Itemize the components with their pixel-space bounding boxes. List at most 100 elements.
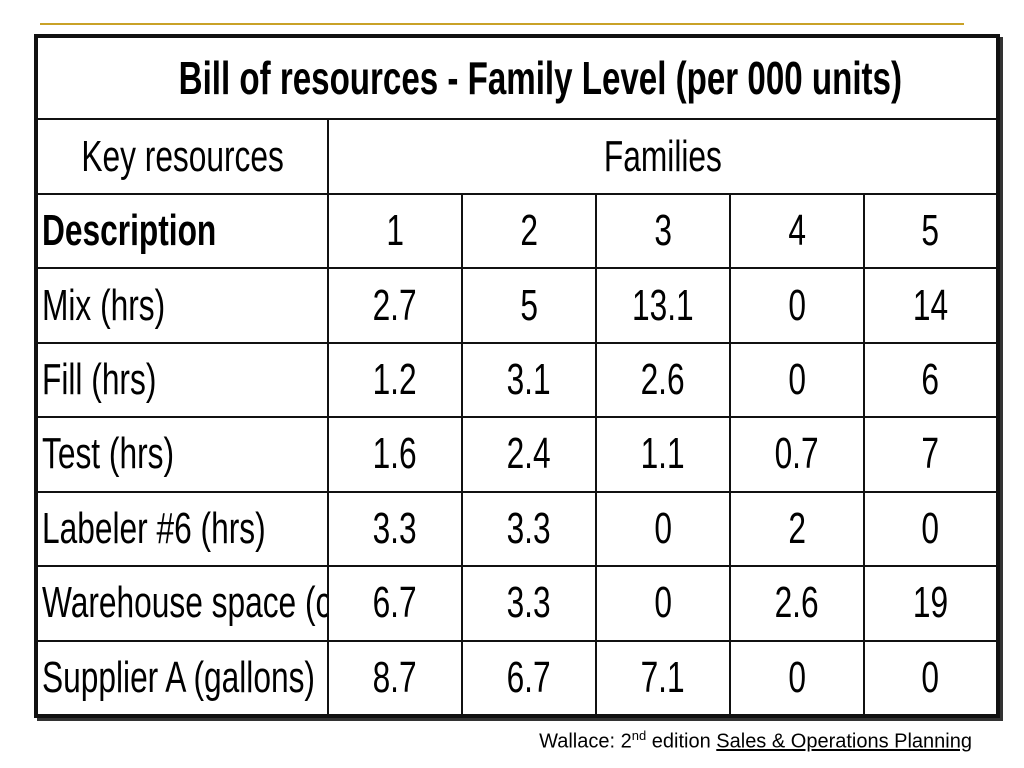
value-cell: 0 (595, 490, 731, 568)
value: 7 (921, 429, 940, 479)
value-cell: 7 (863, 416, 999, 493)
resource-name: Test (hrs) (42, 429, 175, 479)
value: 2.7 (372, 280, 418, 330)
resource-cell: Labeler #6 (hrs) (35, 490, 329, 568)
value: 6.7 (506, 652, 552, 702)
value-cell: 2 (729, 490, 865, 568)
value: 2.4 (506, 429, 552, 479)
value-cell: 19 (863, 565, 999, 642)
table-row: Supplier A (gallons) 8.7 6.7 7.1 0 0 (35, 639, 999, 718)
value-cell: 3.3 (327, 490, 463, 568)
table-row: Fill (hrs) 1.2 3.1 2.6 0 6 (35, 341, 999, 419)
value-cell: 0 (729, 341, 865, 419)
value: 2.6 (774, 578, 820, 628)
value: 19 (912, 578, 949, 628)
value: 5 (520, 280, 538, 330)
family-number: 2 (520, 206, 538, 256)
value: 1.1 (640, 429, 686, 479)
family-number: 3 (654, 206, 672, 256)
value: 1.6 (372, 429, 418, 479)
family-number-cell: 2 (461, 192, 597, 270)
citation-book-title: Sales & Operations Planning (716, 730, 972, 753)
value-cell: 0 (863, 490, 999, 568)
value: 3.3 (506, 578, 552, 628)
value-cell: 0 (729, 639, 865, 718)
description-header-cell: Description (35, 192, 329, 270)
value: 3.3 (506, 503, 552, 553)
table-row: Warehouse space (cube) 6.7 3.3 0 2.6 19 (35, 565, 999, 642)
value: 0 (788, 280, 806, 330)
resource-name: Labeler #6 (hrs) (42, 503, 266, 553)
value-cell: 5 (461, 267, 597, 344)
value: 8.7 (372, 652, 418, 702)
family-number-cell: 5 (863, 192, 999, 270)
value: 7.1 (640, 652, 686, 702)
value-cell: 2.4 (461, 416, 597, 493)
value: 1.2 (372, 355, 418, 405)
value-cell: 7.1 (595, 639, 731, 718)
value: 0 (654, 503, 672, 553)
value-cell: 2.7 (327, 267, 463, 344)
table-row: Test (hrs) 1.6 2.4 1.1 0.7 7 (35, 416, 999, 493)
value: 6.7 (372, 578, 418, 628)
families-header-cell: Families (327, 118, 999, 195)
key-resources-header-cell: Key resources (35, 118, 329, 195)
title-row: Bill of resources - Family Level (per 00… (35, 34, 999, 121)
value: 13.1 (632, 280, 694, 330)
bill-of-resources-table: Bill of resources - Family Level (per 00… (34, 34, 1000, 718)
citation-superscript: nd (631, 728, 647, 743)
value-cell: 2.6 (729, 565, 865, 642)
value-cell: 14 (863, 267, 999, 344)
value: 0.7 (774, 429, 820, 479)
family-number-cell: 4 (729, 192, 865, 270)
value-cell: 6.7 (461, 639, 597, 718)
table-title: Bill of resources - Family Level (per 00… (178, 52, 903, 105)
resource-cell: Mix (hrs) (35, 267, 329, 344)
resource-cell: Fill (hrs) (35, 341, 329, 419)
value-cell: 1.2 (327, 341, 463, 419)
value-cell: 6.7 (327, 565, 463, 642)
table-row: Labeler #6 (hrs) 3.3 3.3 0 2 0 (35, 490, 999, 568)
description-header: Description (42, 206, 217, 256)
resource-cell: Test (hrs) (35, 416, 329, 493)
value-cell: 1.1 (595, 416, 731, 493)
value-cell: 13.1 (595, 267, 731, 344)
family-number: 5 (921, 206, 940, 256)
key-resources-header: Key resources (81, 131, 284, 181)
citation-prefix: Wallace: 2 (539, 730, 632, 753)
citation-middle: edition (646, 730, 717, 753)
value: 3.3 (372, 503, 418, 553)
value-cell: 0.7 (729, 416, 865, 493)
source-citation: Wallace: 2nd edition Sales & Operations … (539, 728, 972, 754)
value-cell: 6 (863, 341, 999, 419)
families-header: Families (603, 131, 722, 181)
table-row: Mix (hrs) 2.7 5 13.1 0 14 (35, 267, 999, 344)
value: 0 (921, 503, 940, 553)
value: 0 (788, 652, 806, 702)
value: 6 (921, 355, 940, 405)
value-cell: 1.6 (327, 416, 463, 493)
accent-rule (40, 23, 964, 25)
value-cell: 0 (595, 565, 731, 642)
value-cell: 0 (729, 267, 865, 344)
value-cell: 3.1 (461, 341, 597, 419)
value-cell: 2.6 (595, 341, 731, 419)
family-number-cell: 1 (327, 192, 463, 270)
family-number-row: Description 1 2 3 4 5 (35, 192, 999, 270)
family-number: 1 (386, 206, 404, 256)
value-cell: 3.3 (461, 565, 597, 642)
family-number-cell: 3 (595, 192, 731, 270)
resource-name: Mix (hrs) (42, 280, 166, 330)
family-number: 4 (788, 206, 806, 256)
table-title-cell: Bill of resources - Family Level (per 00… (35, 34, 999, 121)
resource-name: Warehouse space (cube) (42, 578, 326, 628)
resource-cell: Warehouse space (cube) (35, 565, 329, 642)
value: 14 (912, 280, 949, 330)
value-cell: 3.3 (461, 490, 597, 568)
resource-cell: Supplier A (gallons) (35, 639, 329, 718)
value: 2.6 (640, 355, 686, 405)
group-header-row: Key resources Families (35, 118, 999, 195)
value: 0 (788, 355, 806, 405)
value-cell: 0 (863, 639, 999, 718)
value: 3.1 (506, 355, 552, 405)
